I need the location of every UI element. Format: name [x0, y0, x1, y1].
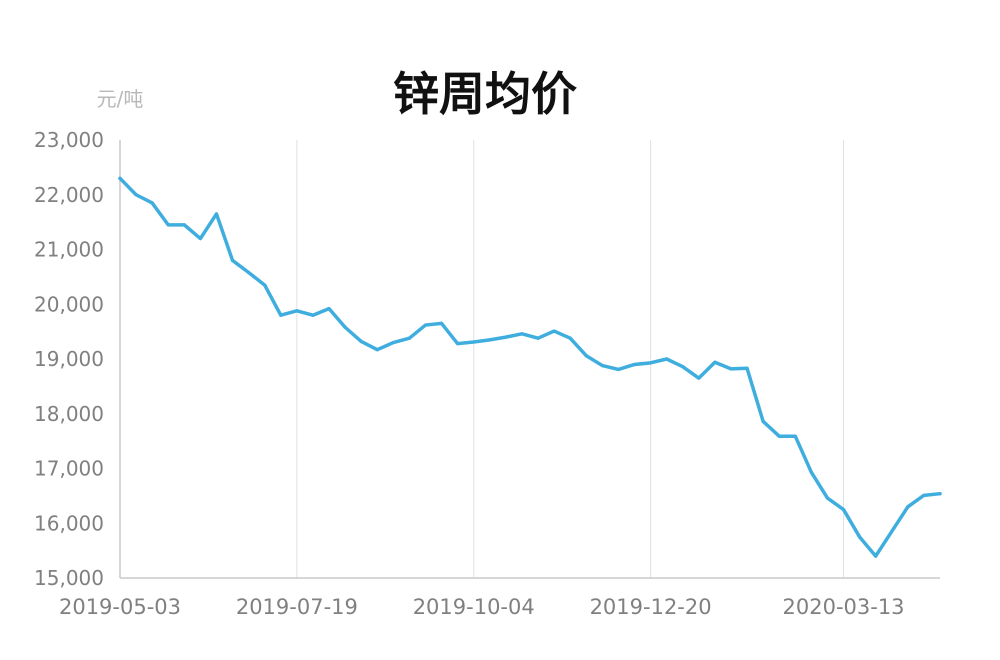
data-point — [890, 529, 894, 534]
data-point — [439, 321, 444, 326]
data-point — [665, 357, 669, 361]
y-tick-label: 16,000 — [34, 511, 104, 535]
data-point — [922, 493, 926, 497]
y-tick-label: 21,000 — [34, 238, 104, 262]
data-point — [134, 193, 138, 197]
data-point — [761, 419, 765, 424]
y-axis-unit-label: 元/吨 — [97, 87, 144, 111]
data-point — [504, 335, 508, 339]
data-point — [230, 258, 235, 263]
data-point — [166, 223, 170, 227]
data-point — [359, 339, 363, 344]
y-tick-label: 22,000 — [34, 183, 104, 207]
data-point — [295, 309, 299, 313]
data-point — [472, 340, 476, 344]
data-point — [648, 361, 653, 365]
data-point — [456, 342, 460, 346]
data-point — [729, 367, 733, 371]
data-point — [632, 362, 637, 367]
data-point — [713, 360, 717, 364]
data-point — [247, 270, 251, 275]
data-point — [552, 329, 556, 333]
data-point — [874, 554, 878, 558]
data-point — [520, 332, 524, 336]
data-point — [423, 323, 428, 327]
data-point — [825, 496, 830, 500]
y-tick-label: 18,000 — [34, 402, 104, 426]
grid-lines — [296, 140, 845, 578]
x-tick-label: 2020-03-13 — [783, 595, 905, 619]
data-point — [697, 376, 701, 380]
data-point — [584, 354, 588, 358]
data-point — [182, 223, 186, 227]
y-tick-label: 17,000 — [34, 457, 104, 481]
data-point — [793, 434, 797, 438]
y-tick-label: 15,000 — [34, 566, 104, 590]
data-point — [906, 505, 910, 509]
data-point — [150, 201, 154, 205]
data-point — [311, 313, 315, 317]
x-axis-ticks: 2019-05-03 2019-07-19 2019-10-04 2019-12-20… — [59, 595, 905, 619]
price-series-line — [118, 176, 942, 558]
data-point — [600, 363, 604, 368]
data-point — [327, 307, 331, 311]
y-tick-label: 19,000 — [34, 347, 104, 371]
x-tick-label: 2019-12-20 — [590, 595, 712, 619]
data-point — [841, 507, 846, 512]
data-point — [858, 535, 862, 539]
data-points — [118, 176, 942, 558]
y-tick-label: 23,000 — [34, 128, 104, 152]
data-point — [343, 325, 347, 329]
y-axis-ticks: 15,000 16,000 17,000 18,000 19,000 20,000 21,0… — [34, 128, 104, 590]
x-tick-label: 2019-05-03 — [59, 595, 181, 619]
y-tick-label: 20,000 — [34, 292, 104, 316]
x-tick-label: 2019-10-04 — [413, 595, 535, 619]
data-point — [536, 336, 540, 340]
data-point — [488, 338, 492, 342]
data-point — [118, 176, 122, 180]
data-point — [375, 348, 379, 352]
chart-title: 锌周均价 — [393, 67, 577, 121]
data-point — [745, 366, 749, 370]
data-point — [391, 340, 395, 345]
data-point — [263, 283, 267, 287]
data-point — [681, 365, 685, 369]
x-tick-label: 2019-07-19 — [236, 595, 358, 619]
data-point — [407, 336, 412, 340]
data-point — [568, 336, 572, 340]
data-point — [777, 434, 781, 438]
data-point — [198, 236, 202, 241]
data-point — [279, 313, 283, 317]
data-point — [616, 367, 621, 371]
data-point — [938, 492, 942, 496]
data-point — [809, 470, 813, 474]
data-point — [214, 212, 219, 216]
